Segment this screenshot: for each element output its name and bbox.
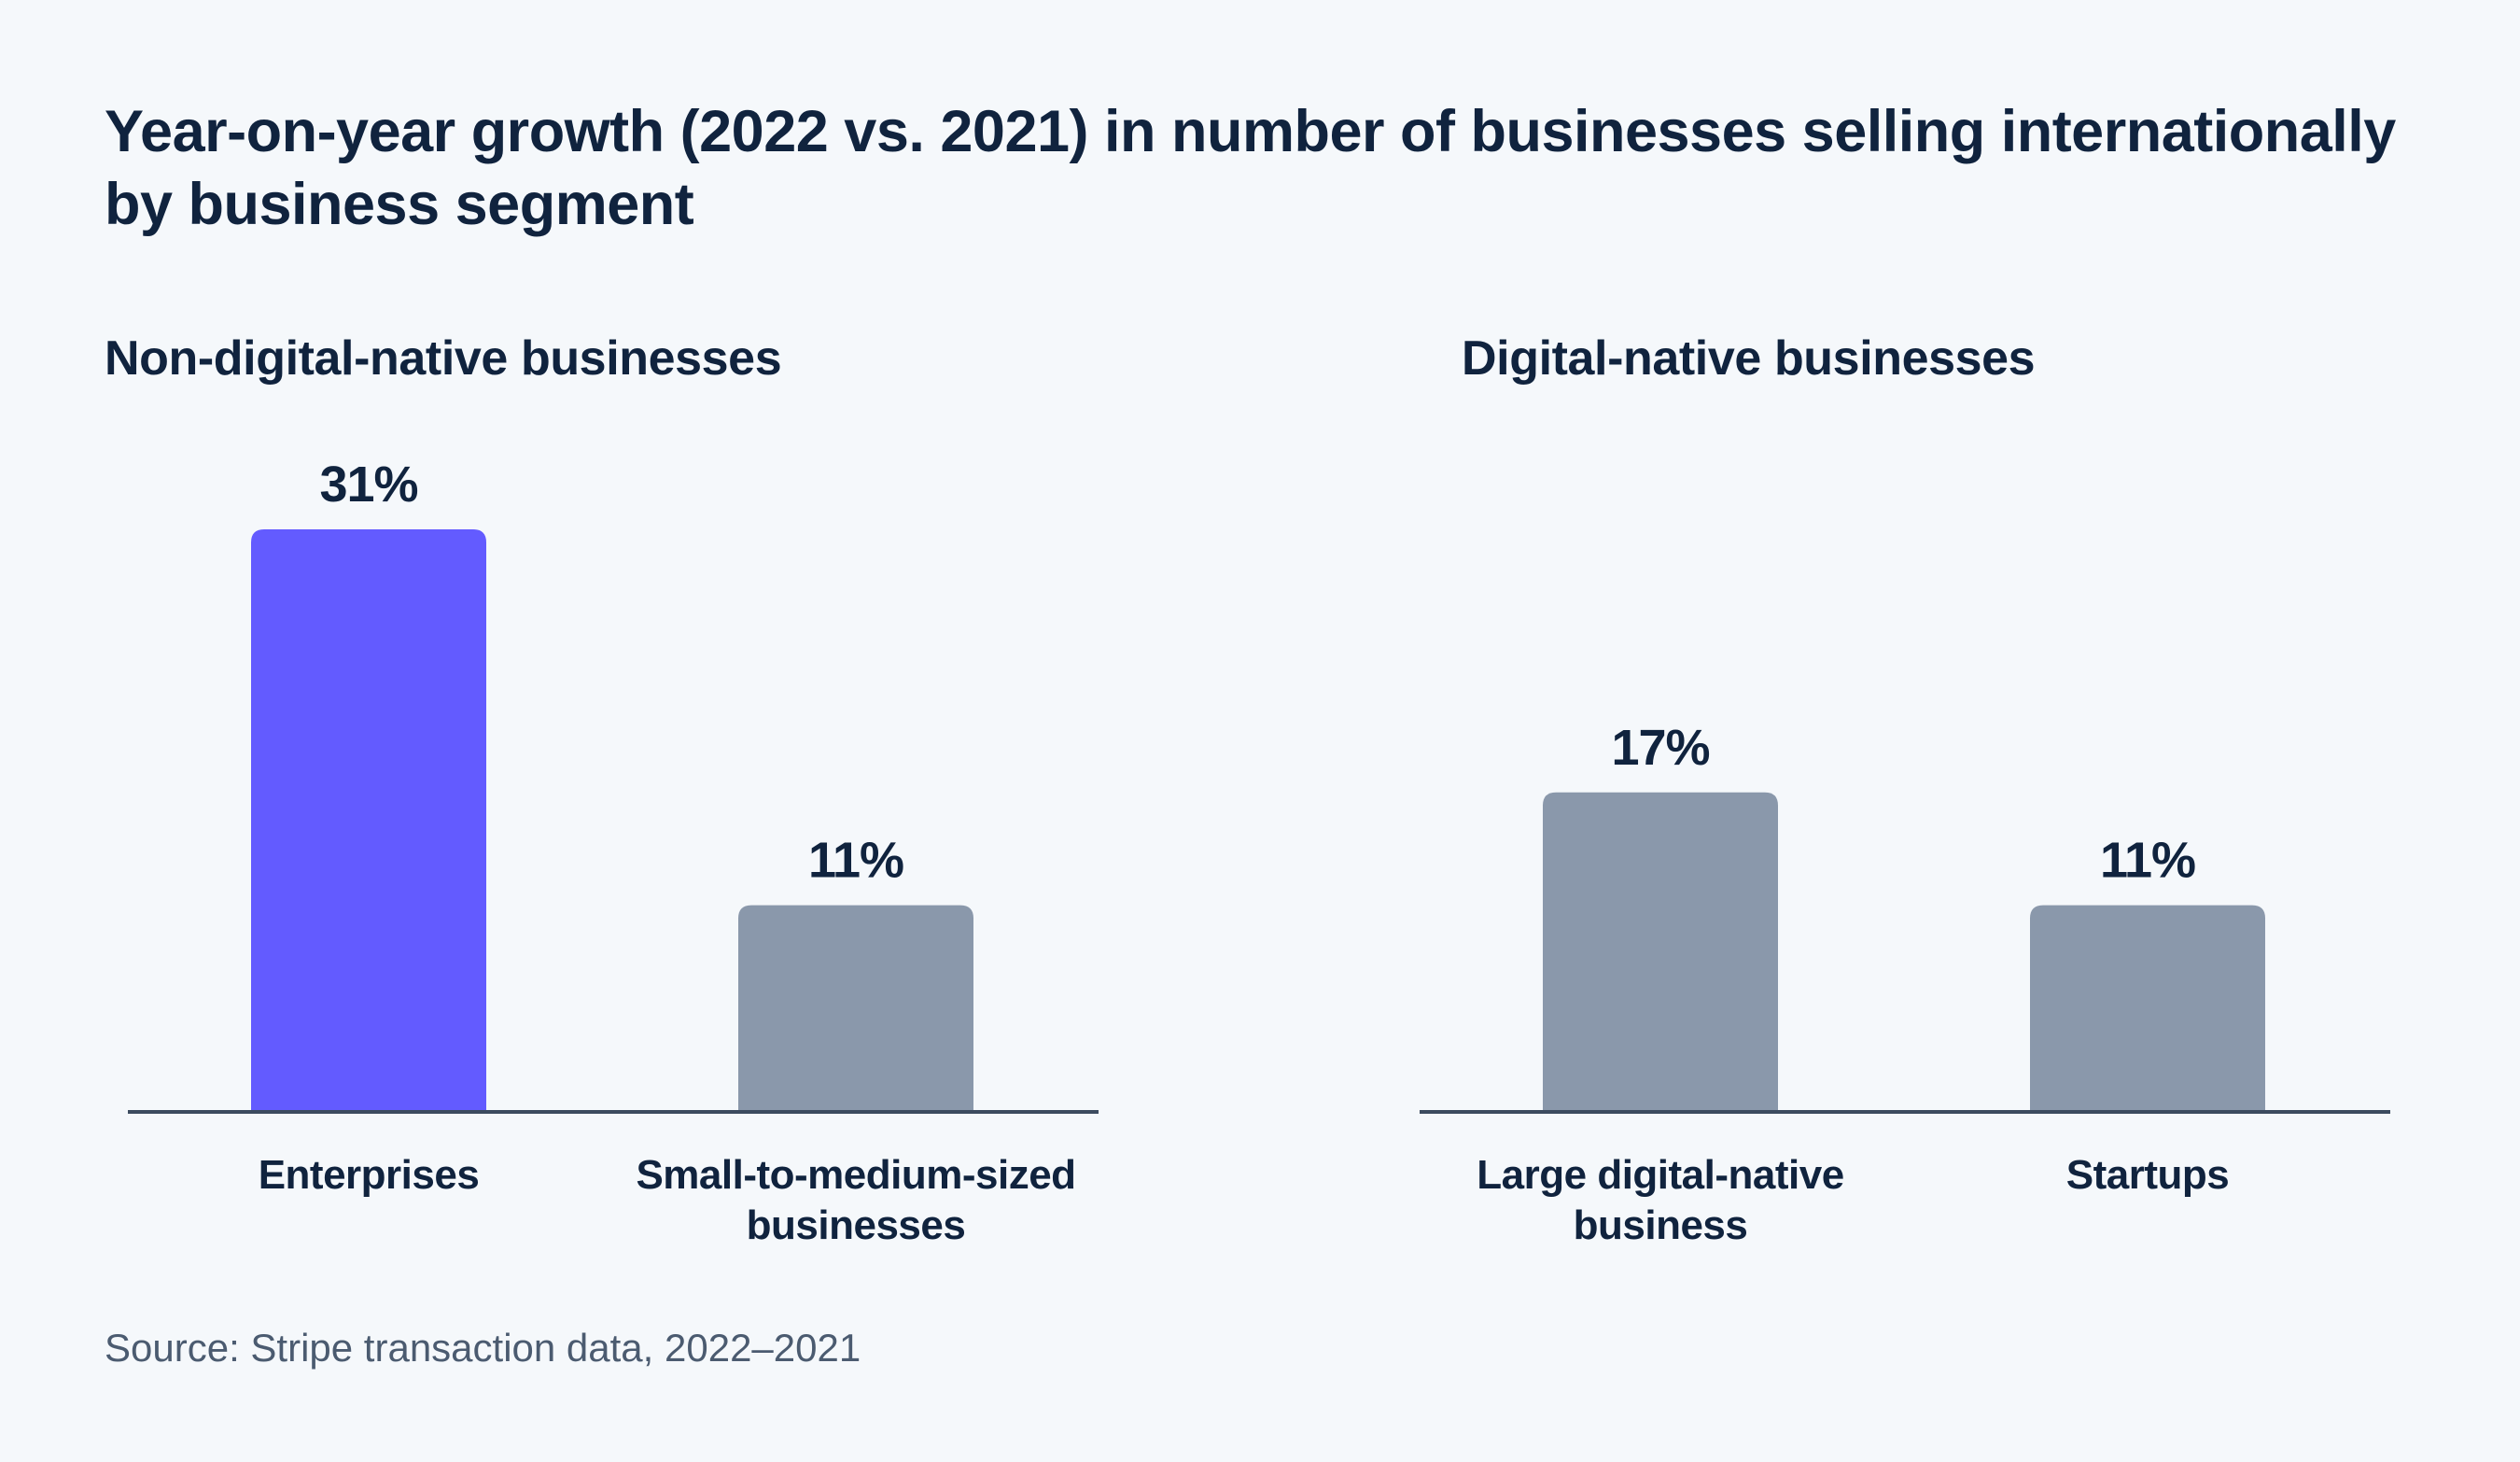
bar-chart-svg-right: 17% Large digital-native business 11% Startu… [1420, 720, 2390, 1248]
panel-title-non-digital-native: Non-digital-native businesses [105, 331, 782, 386]
bar-chart-digital-native: 17% Large digital-native business 11% Startu… [1420, 429, 2390, 1270]
data-label-0-0: 31% [319, 457, 417, 513]
category-label-1-0: Large digital-native business [1477, 1152, 1843, 1248]
data-label-1-1: 11% [2100, 833, 2195, 889]
bar-chart-svg-left: 31% Enterprises 11% Small-to-medium-sized bu… [128, 457, 1099, 1248]
data-label-1-0: 17% [1611, 720, 1709, 776]
category-label-0-1: Small-to-medium-sized businesses [636, 1152, 1075, 1248]
chart-title: Year-on-year growth (2022 vs. 2021) in n… [105, 99, 2396, 237]
panel-title-digital-native: Digital-native businesses [1462, 331, 2036, 386]
bar-1-1 [2030, 905, 2265, 1112]
category-label-0-0: Enterprises [259, 1152, 480, 1198]
bar-1-0 [1543, 792, 1778, 1112]
bar-0-1 [738, 905, 973, 1112]
source-note: Source: Stripe transaction data, 2022–20… [105, 1326, 861, 1370]
category-label-1-1: Startups [2066, 1152, 2229, 1198]
bar-chart-non-digital-native: 31% Enterprises 11% Small-to-medium-sized bu… [128, 429, 1099, 1270]
bar-0-0 [251, 529, 486, 1112]
data-label-0-1: 11% [808, 833, 903, 889]
